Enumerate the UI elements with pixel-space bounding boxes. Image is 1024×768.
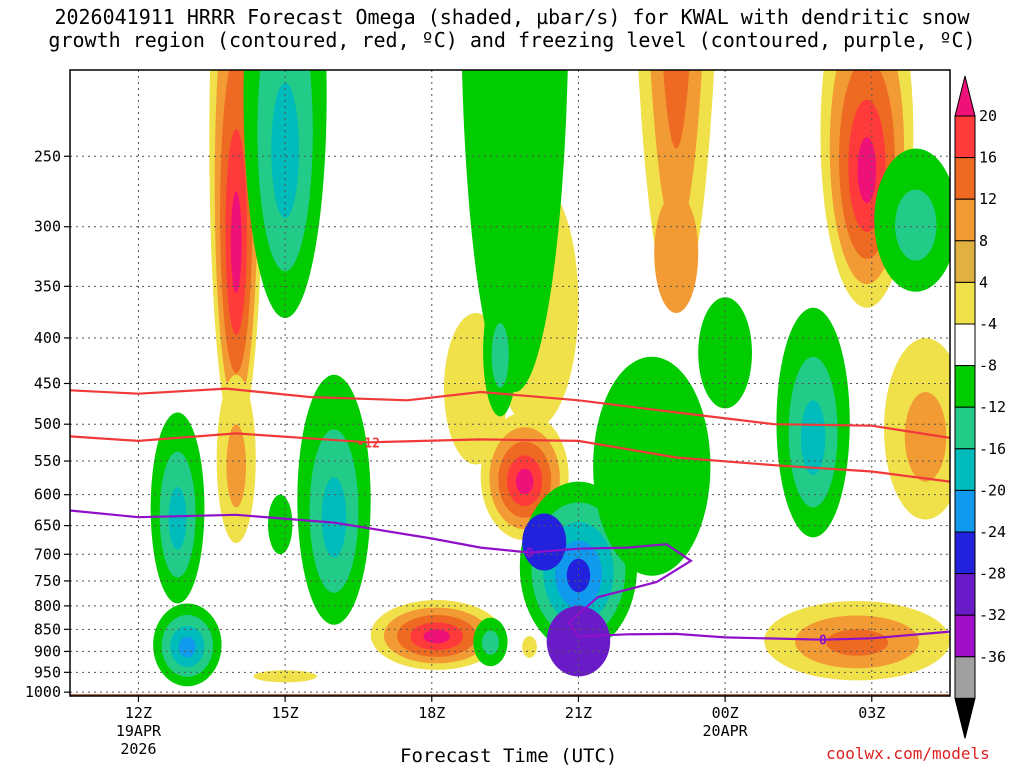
freezing-level-contour	[70, 509, 950, 641]
colorbar-top-arrow	[954, 75, 976, 117]
x-tick-label: 18Z	[418, 704, 445, 722]
colorbar-swatch	[954, 198, 976, 242]
dgz-contour-0	[70, 387, 950, 439]
omega-cell-10-1	[904, 391, 947, 482]
omega-cell-21-1	[481, 630, 500, 655]
colorbar-label: -8	[979, 357, 997, 375]
colorbar-swatch	[954, 573, 976, 616]
colorbar-label: 8	[979, 232, 988, 250]
credit-text: coolwx.com/models	[826, 744, 990, 763]
omega-cell-2-1	[650, 70, 702, 237]
omega-cell-27-2	[800, 400, 826, 475]
contour-layer: -12 0 0	[70, 387, 950, 649]
title-line-1: 2026041911 HRRR Forecast Omega (shaded, …	[54, 5, 970, 29]
y-tick-label: 550	[34, 452, 61, 470]
chart-title: 2026041911 HRRR Forecast Omega (shaded, …	[0, 6, 1024, 52]
y-tick-label: 350	[34, 277, 61, 295]
omega-cell-17-0	[268, 494, 293, 555]
x-tick-label: 21Z	[565, 704, 592, 722]
title-line-2: growth region (contoured, red, ºC) and f…	[48, 28, 976, 52]
x-tick-label: 03Z	[858, 704, 885, 722]
y-tick-label: 650	[34, 517, 61, 535]
dgz-contour-1	[70, 432, 950, 483]
colorbar-swatch	[954, 115, 976, 159]
y-tick-label: 700	[34, 545, 61, 563]
omega-cell-18-2	[321, 477, 347, 558]
colorbar-label: 16	[979, 149, 997, 167]
omega-cell-28-1	[895, 189, 937, 261]
x-tick-date: 19APR	[116, 722, 162, 740]
y-tick-label: 250	[34, 147, 61, 165]
y-tick-label: 450	[34, 374, 61, 392]
omega-cell-23-0	[522, 513, 567, 571]
y-tick-label: 400	[34, 329, 61, 347]
colorbar-swatch	[954, 531, 976, 575]
colorbar-swatch	[954, 157, 976, 200]
colorbar-label: -4	[979, 315, 997, 333]
omega-cell-20-1	[491, 323, 509, 388]
colorbar-label: -16	[979, 440, 1006, 458]
colorbar-label: 20	[979, 107, 997, 125]
x-tick-label: 12Z	[125, 704, 152, 722]
x-tick-date: 20APR	[703, 722, 749, 740]
y-axis: 250 300 350 400 450 500 550 600 650 700 750 800 850 9…	[25, 147, 70, 701]
ground-strip	[70, 694, 950, 696]
x-tick-label: 15Z	[272, 704, 299, 722]
colorbar-bottom-arrow	[954, 697, 976, 739]
freezing-level-label: 0	[526, 547, 534, 562]
colorbar-label: -36	[979, 648, 1006, 666]
omega-cell-1-1	[226, 424, 247, 508]
colorbar-label: -12	[979, 398, 1006, 416]
colorbar-label: 4	[979, 273, 988, 291]
colorbar-label: -20	[979, 481, 1006, 499]
colorbar-swatch	[954, 448, 976, 491]
colorbar-swatch	[954, 614, 976, 658]
colorbar-swatch	[954, 489, 976, 533]
omega-cell-9-4	[423, 629, 450, 644]
y-tick-label: 750	[34, 572, 61, 590]
omega-cell-11-2	[826, 629, 889, 656]
x-axis-title: Forecast Time (UTC)	[400, 745, 618, 767]
omega-cell-25-0	[593, 356, 711, 576]
omega-cell-0-4	[230, 191, 242, 293]
x-tick-year: 2026	[120, 740, 156, 758]
dgz-contour-label: -12	[356, 436, 379, 451]
y-tick-label: 600	[34, 486, 61, 504]
colorbar-swatch	[954, 656, 976, 699]
y-tick-label: 500	[34, 415, 61, 433]
omega-cell-4-4	[857, 137, 877, 203]
omega-cell-8-4	[515, 468, 534, 495]
omega-cell-2-2	[663, 70, 690, 149]
omega-cell-16-2	[271, 82, 299, 219]
ground-layer	[70, 694, 950, 696]
omega-shading	[150, 0, 950, 687]
y-tick-label: 1000	[25, 683, 61, 701]
omega-cell-13-0	[522, 636, 537, 658]
y-tick-label: 800	[34, 597, 61, 615]
omega-cell-14-2	[168, 487, 187, 550]
colorbar-label: -24	[979, 523, 1006, 541]
colorbar-swatch	[954, 406, 976, 450]
colorbar-label: 12	[979, 190, 997, 208]
y-tick-label: 850	[34, 620, 61, 638]
grid-layer	[70, 70, 950, 696]
colorbar-label: -32	[979, 606, 1006, 624]
freezing-level-label: 0	[819, 634, 827, 649]
omega-cell-3-0	[654, 193, 699, 313]
omega-cell-15-3	[178, 636, 196, 658]
y-tick-label: 300	[34, 218, 61, 236]
colorbar-swatch	[954, 323, 976, 367]
omega-cell-2-3	[665, 0, 687, 35]
colorbar-swatch	[954, 281, 976, 325]
colorbar-swatch	[954, 240, 976, 283]
x-tick-label: 00Z	[712, 704, 739, 722]
colorbar-label: -28	[979, 565, 1006, 583]
y-tick-label: 900	[34, 642, 61, 660]
colorbar: 20 16 12 8 4 -4 -8 -12 -16 -20 -24 -28 -32 -36	[954, 75, 1006, 739]
y-tick-label: 950	[34, 663, 61, 681]
colorbar-swatch	[954, 365, 976, 408]
